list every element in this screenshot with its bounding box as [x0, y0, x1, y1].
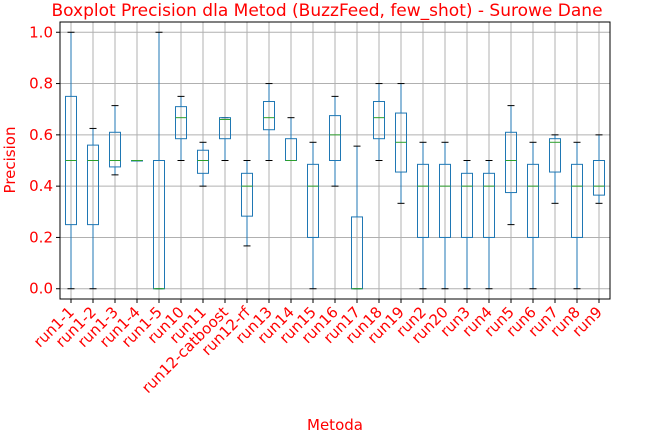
iqr-box: [373, 101, 385, 140]
y-tick-label: 1.0: [29, 23, 53, 41]
iqr-box: [263, 101, 275, 131]
y-axis-label: Precision: [1, 127, 19, 194]
box-run17: [351, 145, 363, 290]
box-run3: [461, 160, 473, 290]
iqr-box: [527, 163, 539, 238]
box-run1-3: [109, 105, 121, 176]
iqr-box: [109, 131, 121, 168]
box-run7: [549, 134, 561, 204]
box-run1-1: [65, 31, 77, 290]
iqr-box: [219, 117, 231, 140]
iqr-box: [483, 172, 495, 238]
x-axis-label: Metoda: [307, 416, 363, 434]
box-run6: [527, 141, 539, 290]
boxes: [65, 31, 605, 290]
box-run8: [571, 141, 583, 290]
box-run18: [373, 83, 385, 161]
iqr-box: [505, 131, 517, 194]
y-tick-label: 0.0: [29, 280, 53, 298]
box-run20: [439, 141, 451, 290]
box-run1-2: [87, 127, 99, 290]
box-run11: [197, 141, 209, 187]
iqr-box: [439, 163, 451, 238]
box-run10: [175, 95, 187, 161]
y-tick-label: 0.2: [29, 228, 53, 246]
box-run13: [263, 83, 275, 161]
y-tick-label: 0.8: [29, 75, 53, 93]
y-tick-label: 0.4: [29, 177, 53, 195]
box-run12-rf: [241, 160, 253, 247]
iqr-box: [549, 138, 561, 173]
box-run1-5: [153, 31, 165, 290]
iqr-box: [197, 149, 209, 174]
box-run19: [395, 83, 407, 204]
iqr-box: [241, 172, 253, 217]
y-tick-label: 0.6: [29, 126, 53, 144]
iqr-box: [571, 163, 583, 238]
box-run5: [505, 105, 517, 226]
iqr-box: [307, 163, 319, 238]
y-axis-ticks: 0.0 0.2 0.4 0.6 0.8 1.0: [29, 23, 60, 298]
iqr-box: [461, 172, 473, 238]
iqr-box: [593, 160, 605, 196]
box-run14: [285, 117, 297, 162]
box-run16: [329, 95, 341, 187]
iqr-box: [87, 144, 99, 226]
x-axis-ticks: run1-1run1-2run1-3run1-4run1-5run10run11…: [30, 299, 606, 397]
iqr-box: [175, 106, 187, 140]
box-run4: [483, 160, 495, 290]
box-run15: [307, 141, 319, 290]
iqr-box: [417, 163, 429, 238]
chart-title: Boxplot Precision dla Metod (BuzzFeed, f…: [51, 1, 602, 21]
iqr-box: [329, 115, 341, 161]
box-run12-catboost: [219, 117, 231, 161]
box-run9: [593, 134, 605, 204]
box-run2: [417, 141, 429, 290]
box-run1-4: [131, 160, 143, 162]
